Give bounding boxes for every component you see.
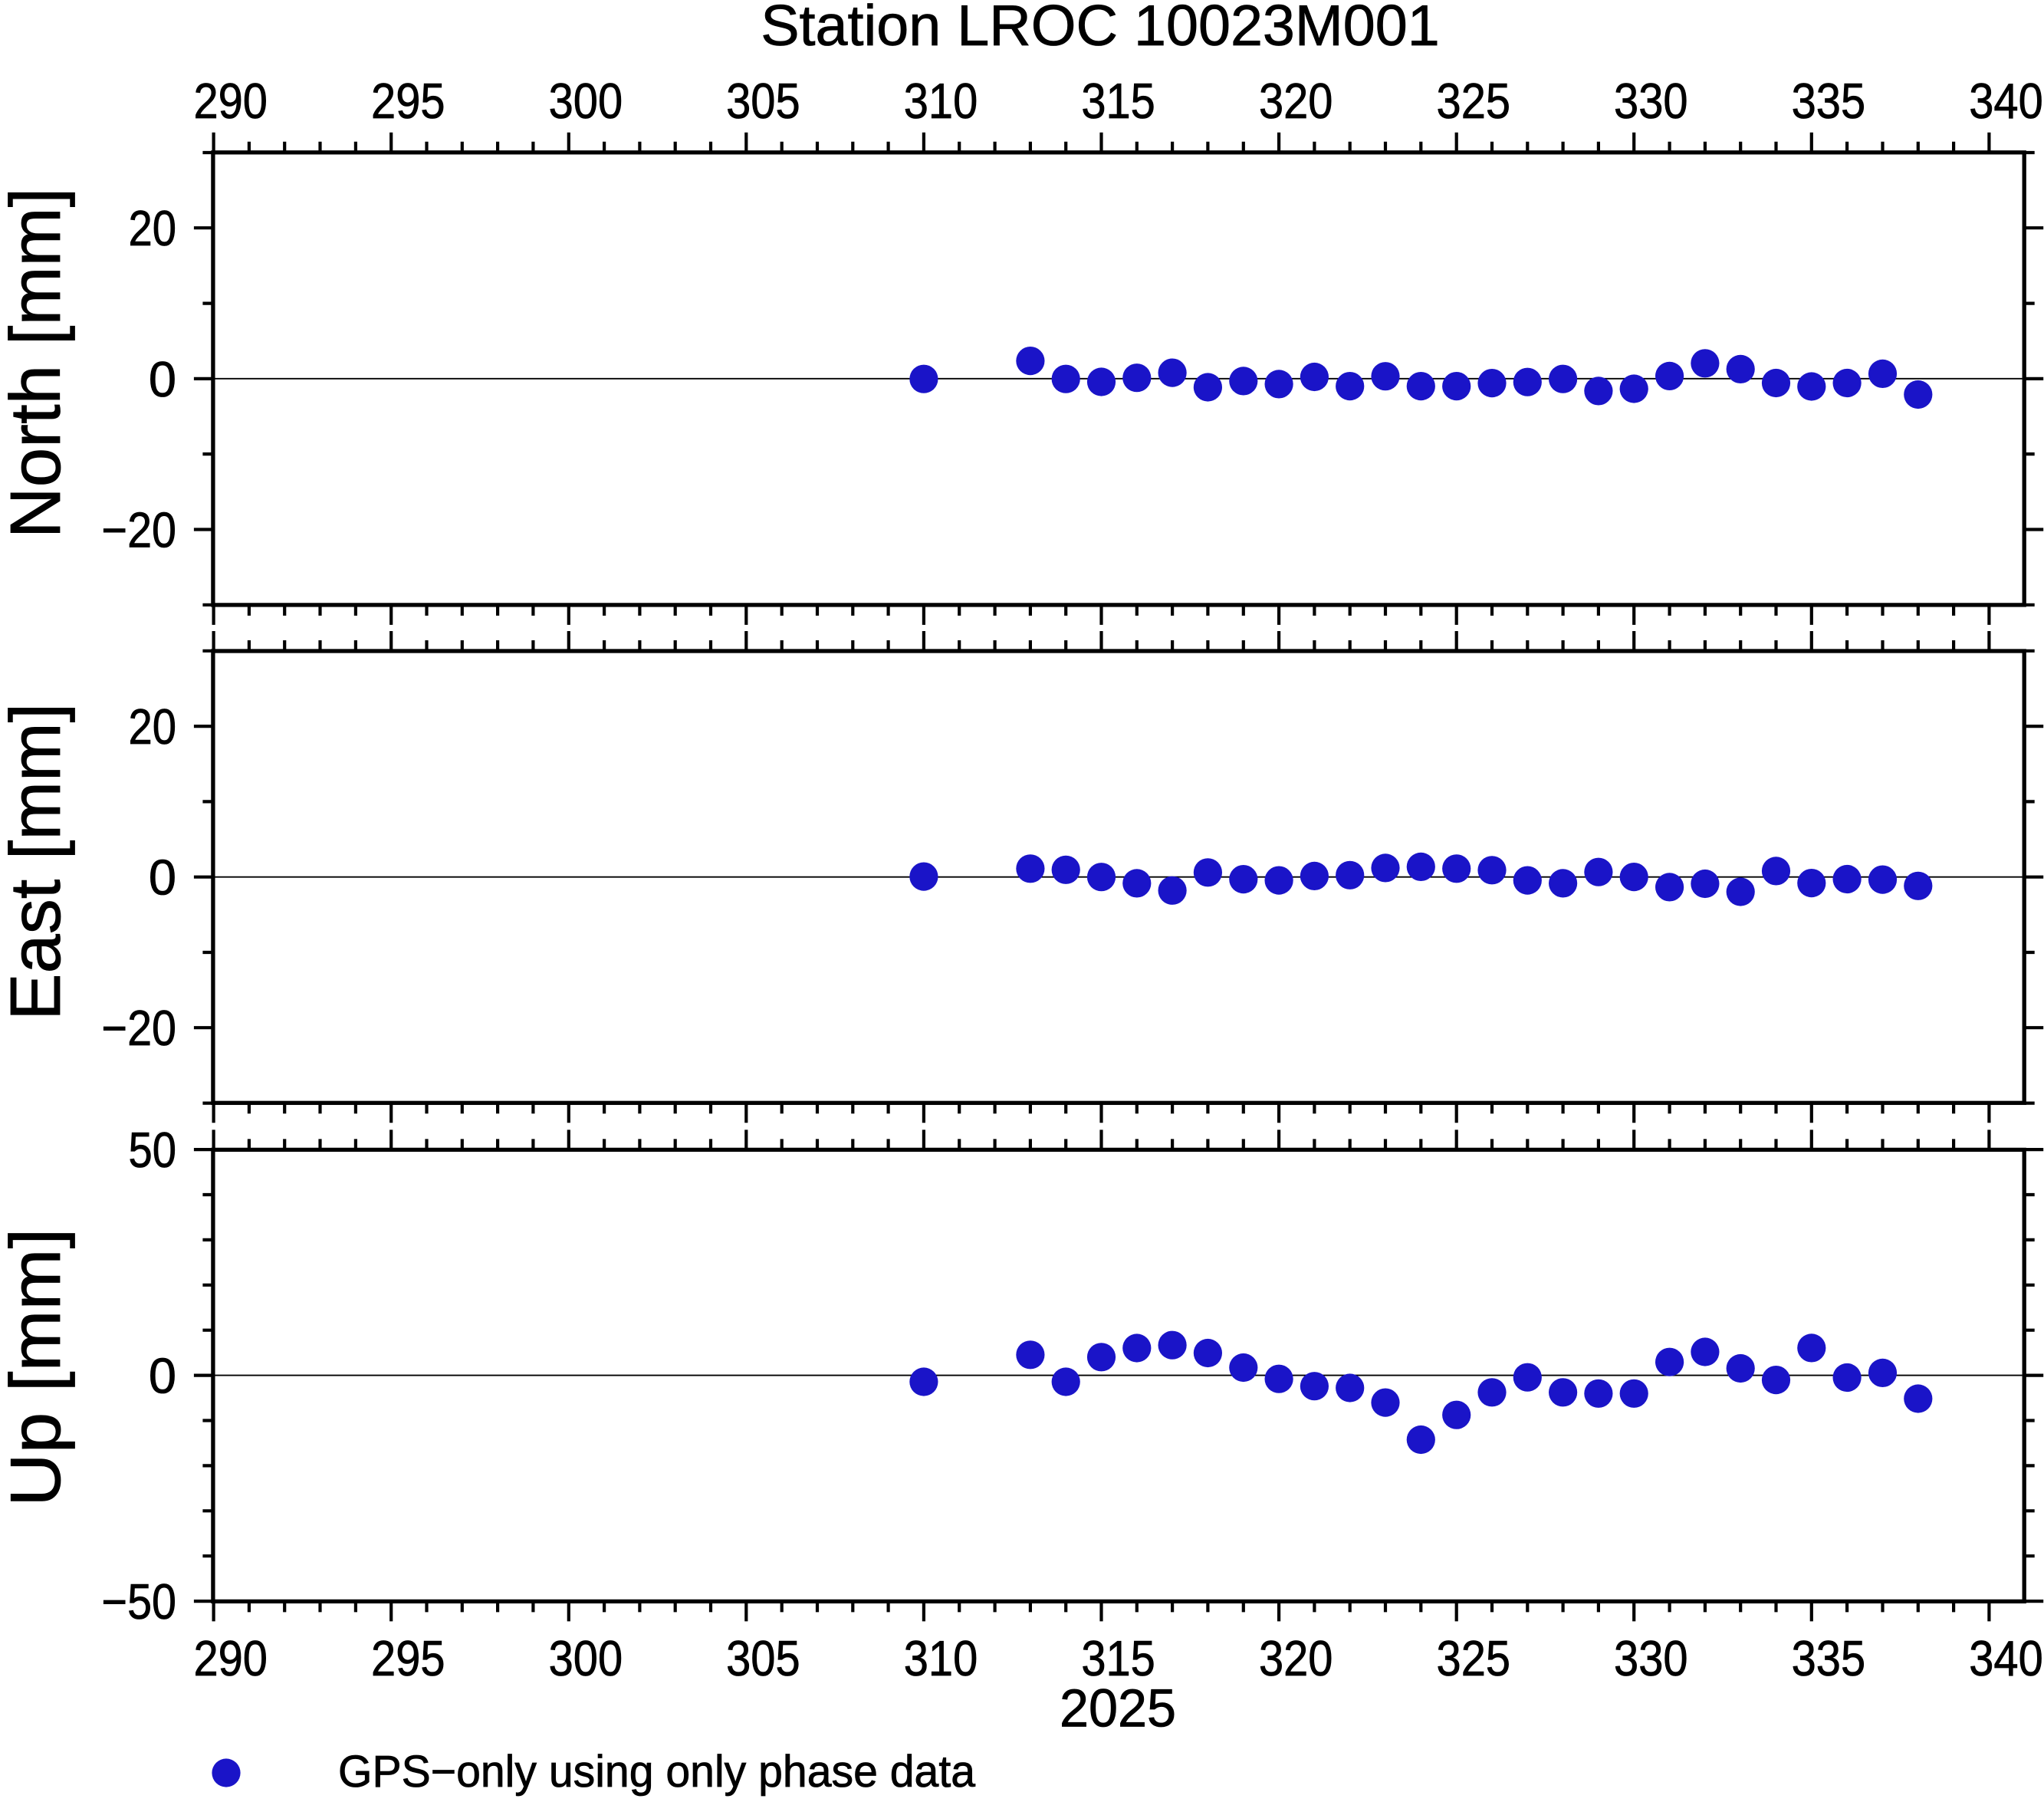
svg-text:330: 330 [1614, 73, 1688, 129]
svg-text:−20: −20 [102, 1000, 177, 1056]
svg-text:0: 0 [149, 850, 176, 906]
svg-text:20: 20 [129, 699, 177, 755]
svg-text:325: 325 [1437, 73, 1511, 129]
svg-text:Station LROC 10023M001: Station LROC 10023M001 [761, 0, 1440, 58]
svg-text:310: 310 [904, 1630, 978, 1686]
svg-text:335: 335 [1792, 73, 1866, 129]
svg-text:315: 315 [1081, 73, 1155, 129]
svg-text:50: 50 [129, 1122, 177, 1178]
svg-text:East [mm]: East [mm] [0, 703, 75, 1021]
svg-text:2025: 2025 [1060, 1678, 1176, 1738]
svg-text:340: 340 [1969, 73, 2043, 129]
svg-text:325: 325 [1437, 1630, 1511, 1686]
svg-text:North [mm]: North [mm] [0, 188, 75, 538]
svg-text:340: 340 [1969, 1630, 2043, 1686]
svg-text:0: 0 [149, 1348, 176, 1404]
svg-text:335: 335 [1792, 1630, 1866, 1686]
svg-text:GPS−only using only phase data: GPS−only using only phase data [338, 1747, 976, 1797]
svg-text:320: 320 [1259, 73, 1333, 129]
svg-text:20: 20 [129, 200, 177, 256]
svg-text:Up [mm]: Up [mm] [0, 1228, 75, 1507]
svg-text:290: 290 [193, 1630, 268, 1686]
svg-text:330: 330 [1614, 1630, 1688, 1686]
svg-text:295: 295 [371, 1630, 445, 1686]
svg-text:320: 320 [1259, 1630, 1333, 1686]
svg-text:−50: −50 [102, 1573, 177, 1629]
svg-text:305: 305 [726, 73, 800, 129]
svg-text:290: 290 [193, 73, 268, 129]
svg-text:310: 310 [904, 73, 978, 129]
svg-text:295: 295 [371, 73, 445, 129]
svg-text:315: 315 [1081, 1630, 1155, 1686]
svg-text:−20: −20 [102, 502, 177, 558]
svg-text:300: 300 [549, 1630, 623, 1686]
svg-text:305: 305 [726, 1630, 800, 1686]
svg-text:300: 300 [549, 73, 623, 129]
svg-text:0: 0 [149, 351, 176, 407]
